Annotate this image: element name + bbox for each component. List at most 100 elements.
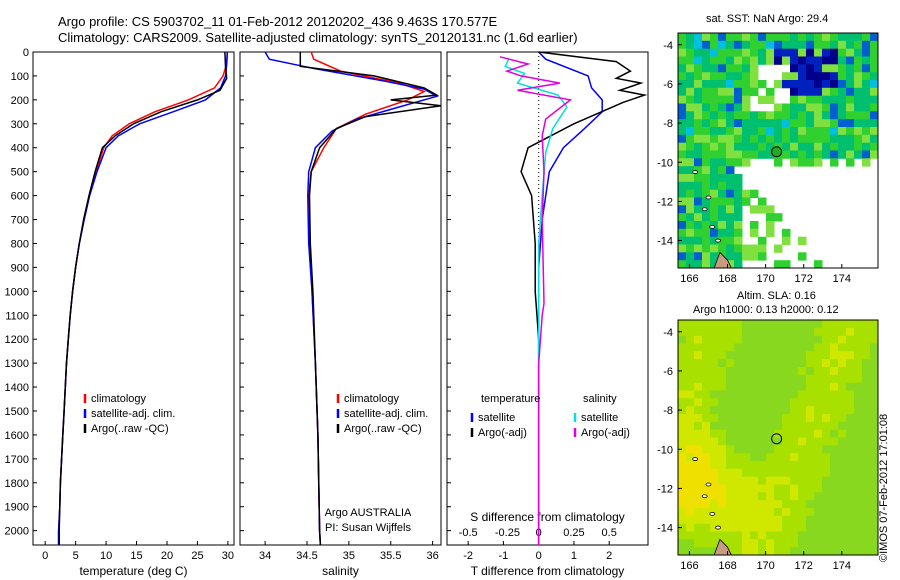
map-cell [870,119,879,128]
differences-series-line [520,51,648,545]
map-cell [750,382,759,391]
map-cell [686,382,695,391]
map-cell [814,103,823,112]
map-cell [846,335,855,344]
map-cell [718,508,727,517]
map-cell [750,64,759,73]
map-cell [750,398,759,407]
depth-tick-label: 0 [23,47,29,59]
depth-tick-label: 900 [11,262,29,274]
map-cell [694,48,703,57]
map-cell [678,134,687,144]
map-cell [814,367,823,376]
map-cell [742,150,751,159]
map-cell [710,33,719,42]
salinity-plot-frame [239,51,442,546]
map-cell [782,484,791,493]
map-cell [870,320,879,329]
map-cell [830,374,839,384]
map-cell [838,320,847,329]
map-cell [678,414,687,423]
map-cell [766,134,775,144]
sla-map-xtick-label: 172 [795,560,813,572]
map-cell [814,142,823,151]
temperature-xtick-label: 30 [222,550,234,562]
map-cell [750,476,759,485]
map-cell [822,398,831,407]
map-cell [862,359,871,368]
map-cell [702,103,711,112]
map-cell [734,87,743,97]
map-cell [766,547,775,556]
depth-tick-label: 1200 [5,334,29,346]
map-cell [686,80,695,89]
map-cell [854,80,863,89]
map-cell [790,158,799,167]
map-cell [758,367,767,376]
map-cell [790,539,799,548]
map-cell [758,461,767,470]
map-cell [862,64,871,73]
map-cell [774,80,783,89]
map-cell [862,398,871,407]
map-cell [678,205,687,214]
map-cell [854,343,863,352]
map-cell [702,320,711,329]
map-cell [734,453,743,462]
map-cell [790,523,799,532]
map-cell [862,445,871,454]
map-cell [750,508,759,517]
map-cell [774,437,783,446]
map-cell [702,244,711,253]
map-cell [702,374,711,384]
map-cell [846,500,855,509]
map-cell [798,500,807,509]
map-cell [678,508,687,517]
map-cell [782,320,791,329]
map-cell [790,64,799,73]
map-cell [710,205,719,214]
map-cell [742,351,751,360]
map-cell [710,500,719,509]
map-cell [710,40,719,50]
map-cell [846,359,855,368]
map-cell [766,523,775,532]
map-cell [702,515,711,525]
map-cell [750,445,759,454]
map-cell [814,72,823,81]
map-cell [806,437,815,446]
map-cell [838,56,847,65]
map-cell [822,390,831,399]
depth-tick-label: 600 [11,191,29,203]
map-cell [814,398,823,407]
map-cell [686,461,695,470]
map-cell [774,103,783,112]
map-cell [806,72,815,81]
map-cell [726,174,735,183]
map-cell [686,95,695,104]
map-cell [726,134,735,144]
map-cell [710,150,719,159]
map-cell [718,359,727,368]
map-cell [798,80,807,89]
map-cell [790,547,799,556]
map-cell [798,468,807,478]
map-cell [742,95,751,104]
map-cell [766,437,775,446]
map-cell [838,142,847,151]
map-cell [838,445,847,454]
map-cell [854,421,863,431]
map-cell [854,437,863,446]
map-cell [870,327,879,337]
map-cell [846,429,855,438]
map-cell [686,40,695,50]
map-cell [702,197,711,206]
map-cell [718,134,727,144]
map-cell [710,327,719,337]
depth-tick-label: 1800 [5,478,29,490]
map-cell [854,150,863,159]
map-cell [822,531,831,540]
sla-map-ytick-label: -14 [657,523,673,535]
map-cell [774,127,783,136]
map-cell [750,539,759,548]
